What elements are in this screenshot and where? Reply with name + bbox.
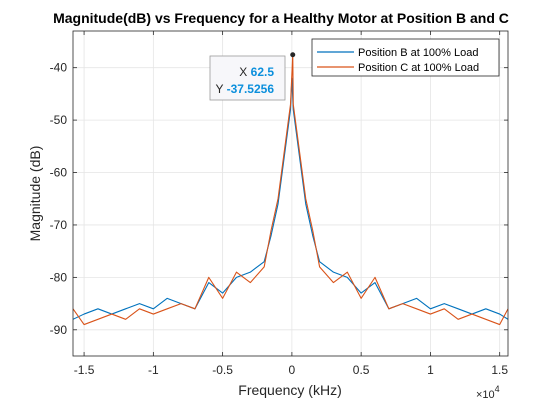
datatip-y-label: Y [215,82,223,96]
plot-area [73,31,508,356]
x-exponent-power: 4 [495,384,500,394]
y-tick-label: -60 [50,166,68,180]
legend-label-c: Position C at 100% Load [358,62,479,74]
x-tick-label: 0.5 [353,363,370,377]
datatip-x-row: X 62.5 [239,65,274,79]
y-tick-label: -50 [50,113,68,127]
y-tick-label: -40 [50,61,68,75]
x-tick-label: -0.5 [212,363,233,377]
legend[interactable]: Position B at 100% Load Position C at 10… [311,38,500,77]
x-tick-label: 0 [289,363,296,377]
y-tick-label: -90 [50,323,68,337]
x-tick-label: 1 [427,363,434,377]
x-exponent-base: ×10 [476,389,495,401]
x-exponent-label: ×104 [476,384,500,401]
axes-box [72,30,509,357]
x-axis-label: Frequency (kHz) [238,382,341,398]
chart-title: Magnitude(dB) vs Frequency for a Healthy… [53,10,509,26]
datatip-y-value: -37.5256 [227,82,275,96]
y-tick-label: -70 [50,218,68,232]
datatip[interactable]: X 62.5 Y -37.5256 [209,52,296,101]
datatip-y-row: Y -37.5256 [215,82,274,96]
x-tick-label: -1 [148,363,159,377]
legend-box [311,38,500,77]
datatip-marker[interactable] [290,52,296,58]
datatip-x-value: 62.5 [251,65,275,79]
legend-label-b: Position B at 100% Load [358,47,478,59]
x-tick-label: 1.5 [491,363,508,377]
x-tick-label: -1.5 [74,363,95,377]
y-tick-label: -80 [50,270,68,284]
ticks [73,31,508,356]
datatip-box [209,55,286,101]
y-axis-label: Magnitude (dB) [27,146,43,242]
tick-labels: -1.5 -1 -0.5 0 0.5 1 1.5 -90 -80 -70 -60 -50 -40 [50,61,509,377]
datatip-x-label: X [239,65,247,79]
